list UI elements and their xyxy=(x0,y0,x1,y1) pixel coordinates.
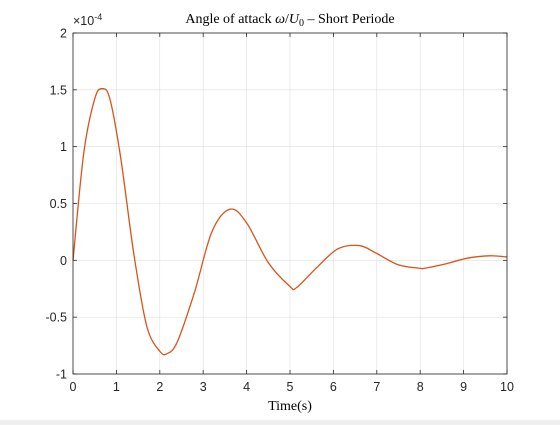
x-tick-label: 5 xyxy=(287,380,294,394)
y-exponent-label: ×10-4 xyxy=(73,12,102,28)
chart-title: Angle of attack ω/U0 – Short Periode xyxy=(185,12,394,29)
x-tick-label: 0 xyxy=(70,380,77,394)
y-tick-label: 0 xyxy=(60,254,67,268)
y-tick-label: 2 xyxy=(60,27,67,41)
x-tick-label: 9 xyxy=(460,380,467,394)
x-tick-label: 10 xyxy=(500,380,514,394)
x-tick-label: 3 xyxy=(200,380,207,394)
x-tick-label: 4 xyxy=(243,380,250,394)
series-line xyxy=(72,88,508,356)
x-tick-label: 2 xyxy=(156,380,163,394)
ticks: 0 1 2 3 4 5 6 7 8 9 10 -1 -0.5 0 0.5 1 1.5 2 xyxy=(45,27,514,395)
x-axis-label: Time(s) xyxy=(268,399,312,414)
x-tick-label: 6 xyxy=(330,380,337,394)
y-tick-label: 0.5 xyxy=(50,197,67,211)
y-tick-label: 1 xyxy=(60,140,67,154)
series-layer xyxy=(72,88,508,356)
y-tick-label: 1.5 xyxy=(50,83,67,97)
y-tick-label: -1 xyxy=(56,368,67,382)
x-tick-label: 7 xyxy=(373,380,380,394)
y-tick-label: -0.5 xyxy=(45,311,67,325)
x-tick-label: 8 xyxy=(417,380,424,394)
x-tick-label: 1 xyxy=(113,380,120,394)
